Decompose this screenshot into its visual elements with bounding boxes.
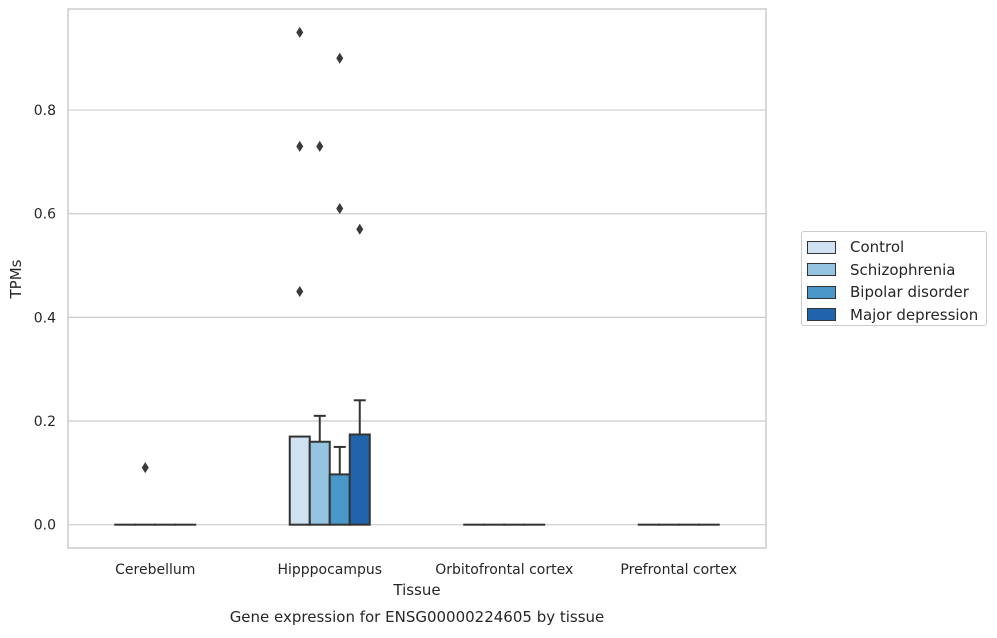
legend-item-bipolar-disorder: Bipolar disorder [802,281,986,304]
y-tick-label: 0.4 [34,310,56,326]
x-tick-label: Cerebellum [115,562,195,578]
y-tick-label: 0.6 [34,207,56,223]
x-tick-labels: Cerebellum Hipppocampus Orbitofrontal cort… [115,562,737,578]
outlier-point [142,462,149,473]
outlier-point [336,53,343,64]
chart-subtitle: Gene expression for ENSG00000224605 by t… [230,608,605,626]
x-tick-label: Prefrontal cortex [620,562,737,578]
grid-lines [68,110,766,525]
y-axis-label: TPMs [7,259,25,299]
y-tick-label: 0.0 [34,518,56,534]
legend-swatch-schizophrenia [807,263,836,276]
bar [350,434,370,524]
x-tick-label: Hipppocampus [277,562,382,578]
legend-item-control: Control [802,236,986,259]
y-tick-label: 0.2 [34,414,56,430]
legend-swatch-control [807,241,836,254]
legend-swatch-bipolar-disorder [807,286,836,299]
x-axis-label: Tissue [392,581,440,599]
outlier-point [356,224,363,235]
legend-label-major-depression: Major depression [850,306,978,324]
legend-label-bipolar-disorder: Bipolar disorder [850,283,969,301]
outlier-point [296,141,303,152]
bar [290,437,310,525]
outliers-group [142,27,364,473]
outlier-point [336,203,343,214]
legend-swatch-major-depression [807,308,836,321]
legend-label-schizophrenia: Schizophrenia [850,261,955,279]
outlier-point [296,286,303,297]
y-tick-label: 0.8 [34,103,56,119]
legend-item-schizophrenia: Schizophrenia [802,259,986,282]
bar [330,474,350,524]
bar [310,442,330,525]
legend-item-major-depression: Major depression [802,304,986,327]
x-tick-label: Orbitofrontal cortex [435,562,573,578]
y-tick-labels: 0.0 0.2 0.4 0.6 0.8 [34,103,56,534]
legend-label-control: Control [850,238,904,256]
outlier-point [316,141,323,152]
outlier-point [296,27,303,38]
bars-group [115,434,719,524]
plot-frame [68,9,766,548]
legend: Control Schizophrenia Bipolar disorder M… [801,231,987,326]
